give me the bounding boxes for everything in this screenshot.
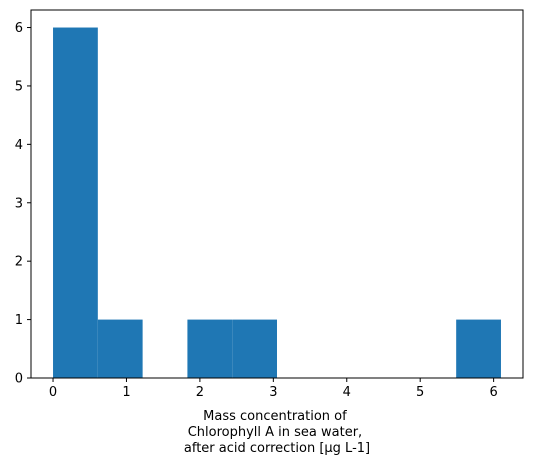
histogram-bar bbox=[97, 319, 143, 378]
x-axis-label: Mass concentration of Chlorophyll A in s… bbox=[184, 409, 370, 456]
x-tick-label: 0 bbox=[49, 385, 57, 400]
y-tick-label: 3 bbox=[15, 196, 23, 211]
histogram-bar bbox=[456, 319, 501, 378]
x-tick-label: 6 bbox=[489, 385, 497, 400]
x-tick-label: 4 bbox=[343, 385, 351, 400]
y-tick-label: 6 bbox=[15, 21, 23, 36]
histogram-bar bbox=[187, 319, 233, 378]
x-tick-label: 5 bbox=[416, 385, 424, 400]
x-tick-label: 1 bbox=[122, 385, 130, 400]
x-tick-label: 2 bbox=[196, 385, 204, 400]
bars-group bbox=[53, 27, 501, 379]
x-tick-label: 3 bbox=[269, 385, 277, 400]
x-ticks-group: 0 1 2 3 4 5 6 bbox=[49, 378, 498, 400]
histogram-bar bbox=[53, 27, 98, 379]
y-tick-label: 1 bbox=[15, 313, 23, 328]
x-axis-label-line-2: Chlorophyll A in sea water, bbox=[188, 425, 362, 440]
y-tick-label: 2 bbox=[15, 255, 23, 270]
x-axis-label-line-1: Mass concentration of bbox=[203, 409, 347, 424]
axes-frame bbox=[30, 9, 524, 379]
histogram-bar bbox=[232, 319, 277, 378]
y-tick-label: 4 bbox=[15, 138, 23, 153]
y-tick-label: 0 bbox=[15, 372, 23, 387]
x-axis-label-line-3: after acid correction [µg L-1] bbox=[184, 441, 370, 456]
y-ticks-group: 0 1 2 3 4 5 6 bbox=[15, 21, 31, 387]
y-tick-label: 5 bbox=[15, 79, 23, 94]
